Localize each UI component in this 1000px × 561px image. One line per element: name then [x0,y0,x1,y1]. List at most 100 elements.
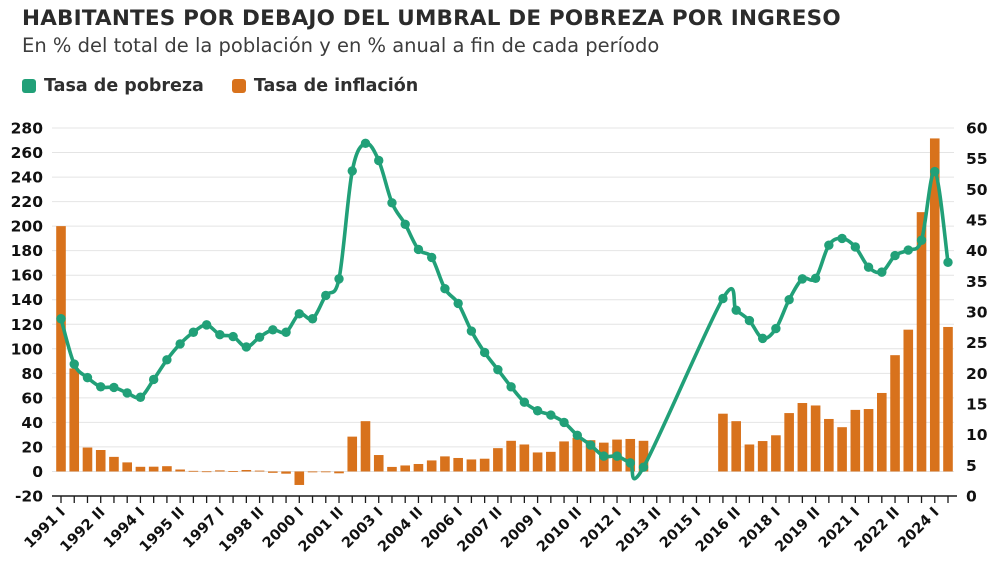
poverty-point [625,458,635,468]
poverty-point [877,267,887,277]
poverty-point [413,244,424,255]
poverty-point [82,372,93,383]
x-axis [52,495,957,503]
svg-text:160: 160 [11,267,44,285]
poverty-point [360,138,371,149]
inflation-bar [731,421,741,472]
inflation-bar [307,471,318,473]
inflation-bar [824,418,834,472]
poverty-point [890,250,900,261]
svg-text:-20: -20 [15,488,43,506]
poverty-point [930,166,940,177]
poverty-point [744,315,755,326]
inflation-bar [334,471,344,474]
poverty-point [400,219,410,229]
inflation-bar [797,403,808,472]
svg-text:45: 45 [966,212,988,230]
svg-text:40: 40 [21,414,43,432]
left-axis-labels: -20 0 20 40 60 80 100 120 140 160 180 200 220 240 260 2… [11,120,44,506]
poverty-point [824,240,834,250]
poverty-point [148,374,159,385]
poverty-point [943,257,953,268]
inflation-bar [413,463,424,472]
poverty-point [387,198,397,208]
poverty-point [201,320,212,330]
poverty-point [162,355,172,365]
inflation-bar [228,471,238,472]
inflation-bar [426,460,437,472]
inflation-bar [572,437,583,472]
inflation-bar [757,441,768,472]
svg-text:2024 I: 2024 I [895,505,942,552]
poverty-point [479,347,490,358]
inflation-bar [929,138,940,472]
inflation-bar [320,471,331,473]
svg-text:20: 20 [966,365,988,383]
poverty-point [228,331,238,342]
inflation-bar [903,329,914,472]
poverty-point [903,245,913,255]
poverty-point [506,382,516,392]
inflation-bar [890,355,900,472]
poverty-point [916,235,927,245]
inflation-bar [744,444,755,472]
inflation-bar [625,438,636,472]
inflation-bar [95,450,106,472]
inflation-bar [519,444,530,472]
inflation-bar [863,409,874,472]
svg-text:140: 140 [11,291,44,309]
poverty-point [96,382,106,392]
inflation-bar [916,212,927,472]
inflation-bar [254,470,265,472]
svg-text:100: 100 [11,340,44,358]
svg-text:15: 15 [966,396,988,414]
poverty-point [784,295,794,305]
inflation-bar [373,455,384,472]
inflation-bar [493,448,503,472]
inflation-bar [506,440,516,472]
inflation-bar [347,436,358,472]
svg-text:5: 5 [966,457,977,475]
poverty-point [837,233,847,244]
inflation-bar [784,413,794,472]
chart-legend: Tasa de pobreza Tasa de inflación [22,76,418,96]
poverty-point [188,327,199,337]
inflation-bar [559,441,569,472]
poverty-point [771,323,781,334]
poverty-point [109,382,119,393]
poverty-point [612,451,622,461]
gridlines [52,127,954,472]
svg-text:0: 0 [966,488,977,506]
poverty-point [572,430,583,440]
poverty-point [638,462,649,472]
poverty-point [334,274,344,284]
poverty-inflation-chart: -200204060801001201401601802002202402602… [11,120,988,556]
poverty-point [254,332,265,342]
inflation-bar [479,458,490,472]
svg-text:30: 30 [966,304,988,322]
svg-text:10: 10 [966,426,988,444]
poverty-point [863,262,874,272]
inflation-bar [400,465,411,472]
poverty-point [718,293,728,304]
poverty-point [519,397,530,407]
poverty-point [850,242,861,252]
svg-text:120: 120 [11,316,44,334]
legend-item-poverty: Tasa de pobreza [22,76,204,96]
svg-text:80: 80 [21,365,43,383]
inflation-bar [294,471,305,485]
svg-text:200: 200 [11,218,44,236]
inflation-bar [201,471,212,473]
inflation-bar [453,457,463,472]
poverty-point [546,410,556,420]
poverty-point [797,274,808,284]
page-subtitle: En % del total de la población y en % an… [22,33,660,57]
inflation-bars [56,138,953,485]
inflation-bar [638,440,649,472]
inflation-bar [175,469,185,472]
poverty-point [241,342,252,352]
inflation-bar [585,440,596,472]
poverty-point [757,333,768,344]
svg-text:220: 220 [11,193,44,211]
